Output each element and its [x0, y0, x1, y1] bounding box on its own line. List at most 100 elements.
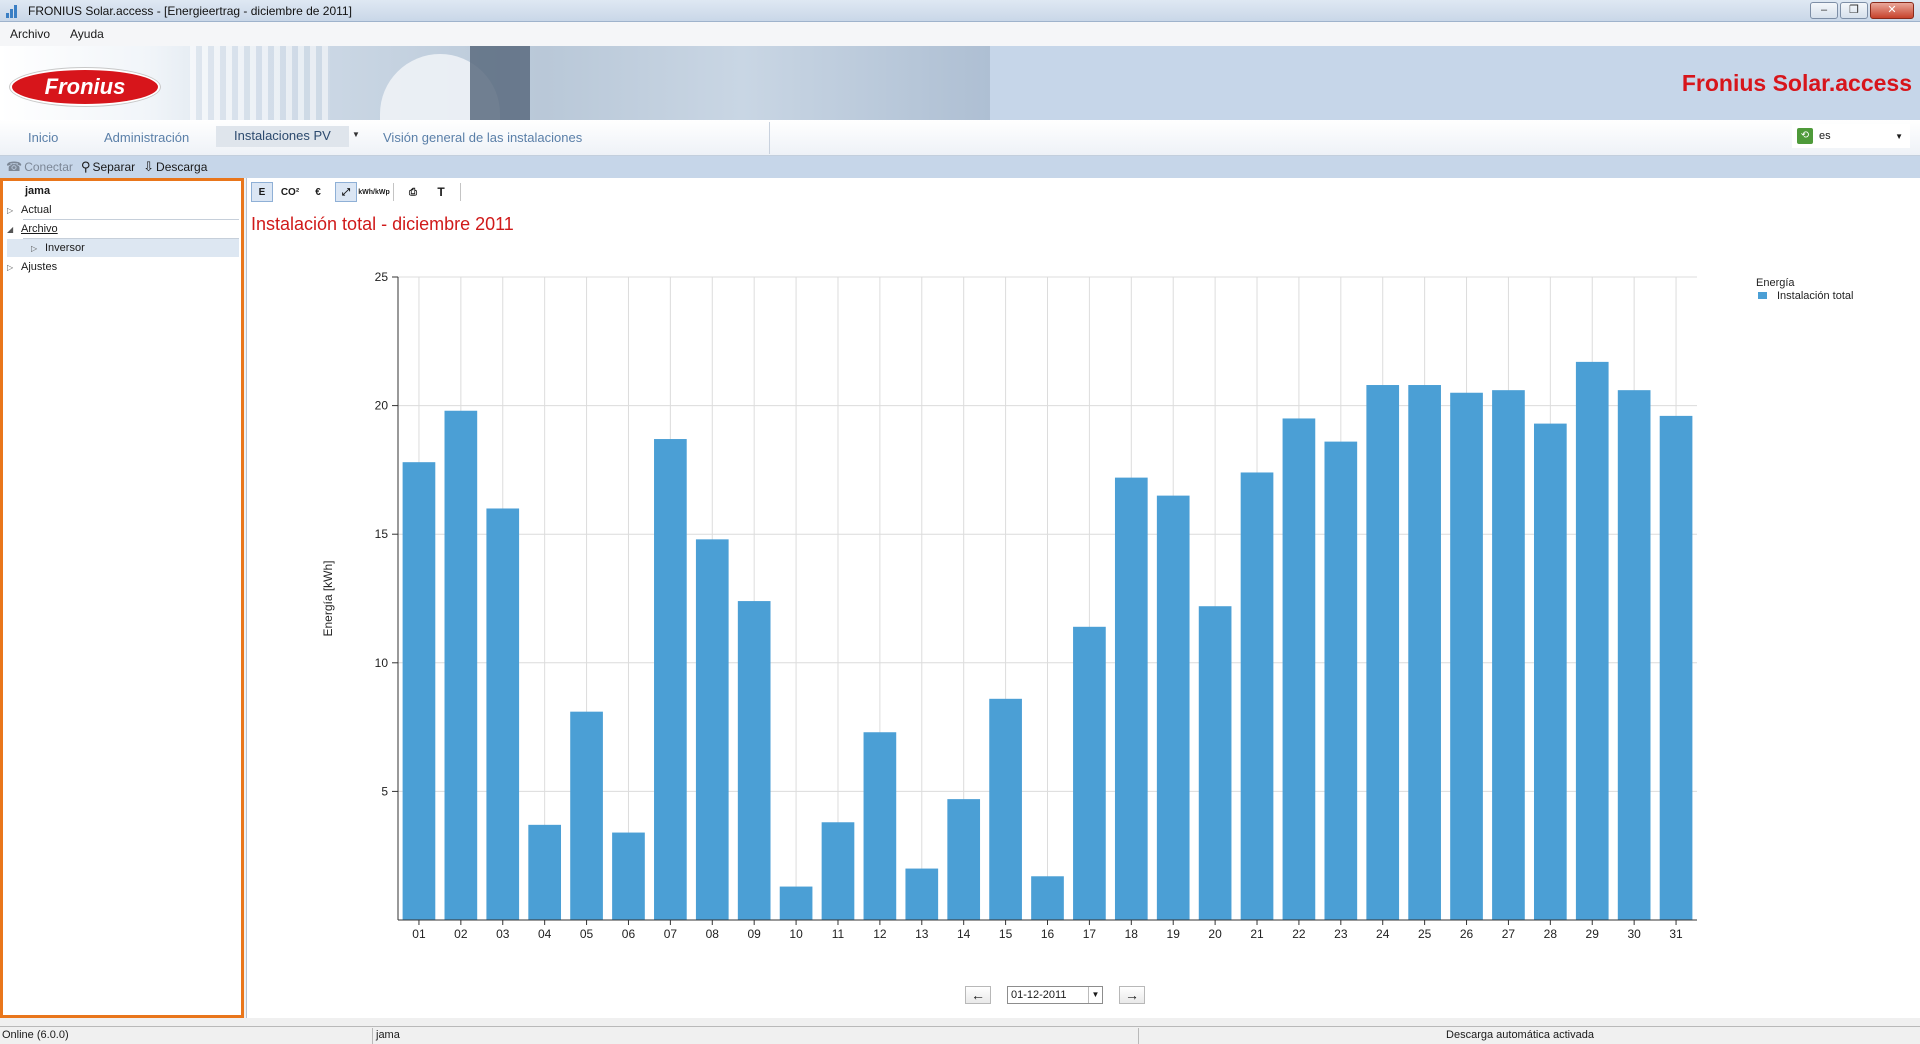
- x-tick-label: 29: [1586, 927, 1600, 941]
- download-icon: ⇩: [143, 159, 155, 174]
- x-tick-label: 04: [538, 927, 552, 941]
- tab-instalaciones-pv[interactable]: Instalaciones PV: [216, 126, 349, 147]
- menu-bar: Archivo Ayuda: [0, 22, 1920, 46]
- bar-17: [1073, 626, 1106, 920]
- brand-title: Fronius Solar.access: [1681, 70, 1912, 96]
- collapse-icon[interactable]: ◢: [7, 224, 14, 234]
- menu-ayuda[interactable]: Ayuda: [70, 27, 104, 41]
- bar-21: [1240, 472, 1274, 920]
- bar-07: [654, 439, 687, 920]
- fronius-logo: Fronius: [10, 68, 160, 106]
- currency-view-button[interactable]: €: [315, 186, 321, 198]
- tree-item-inversor[interactable]: ▷ Inversor: [7, 239, 239, 257]
- bar-05: [570, 711, 603, 920]
- bar-03: [486, 508, 520, 920]
- chevron-down-icon[interactable]: ▼: [352, 130, 360, 139]
- chart-panel: E CO² € ⤢ kWh/kWp ⎙ T Instalación total …: [246, 178, 1920, 1018]
- print-icon[interactable]: ⎙: [409, 186, 417, 198]
- expand-icon[interactable]: ▷: [7, 262, 14, 272]
- banner: Fronius Fronius Solar.access: [0, 46, 1920, 120]
- x-tick-label: 09: [747, 927, 761, 941]
- date-select[interactable]: 01-12-2011 ▼: [1007, 986, 1103, 1004]
- phone-icon: ☎: [6, 159, 23, 174]
- energy-chart: 5 10 15 20 25 01 02 03 04 05 06 07 08 09 10 11 12 13 14 15 1…: [321, 270, 1853, 941]
- y-tick-label: 20: [375, 399, 389, 413]
- language-value: es: [1819, 130, 1831, 142]
- x-tick-label: 27: [1502, 927, 1516, 941]
- x-tick-label: 12: [873, 927, 887, 941]
- x-tick-label: 06: [622, 927, 636, 941]
- restore-button[interactable]: ❐: [1840, 2, 1868, 19]
- chart-toolbar: E CO² € ⤢ kWh/kWp ⎙ T: [251, 182, 463, 202]
- bar-26: [1450, 392, 1483, 920]
- tab-inicio[interactable]: Inicio: [28, 130, 59, 145]
- legend-entry: Instalación total: [1777, 290, 1853, 302]
- x-tick-label: 01: [412, 927, 426, 941]
- x-tick-label: 28: [1544, 927, 1558, 941]
- bar-01: [402, 462, 436, 920]
- language-icon: ⟲: [1797, 128, 1813, 144]
- bar-31: [1659, 415, 1693, 920]
- chevron-down-icon: ▼: [1895, 131, 1903, 141]
- connect-button[interactable]: ☎ Conectar: [6, 159, 73, 174]
- bar-23: [1324, 441, 1358, 920]
- next-month-button[interactable]: →: [1119, 986, 1145, 1004]
- x-tick-label: 18: [1125, 927, 1139, 941]
- zoom-icon[interactable]: ⤢: [335, 182, 357, 202]
- bar-04: [528, 824, 562, 920]
- status-connection: Online (6.0.0): [2, 1029, 69, 1041]
- disconnect-button[interactable]: ⚲ Separar: [80, 159, 136, 174]
- x-tick-label: 21: [1250, 927, 1264, 941]
- bar-12: [863, 732, 897, 920]
- bar-24: [1366, 385, 1400, 920]
- co2-view-button[interactable]: CO²: [280, 186, 300, 198]
- x-tick-label: 08: [706, 927, 720, 941]
- tree-item-ajustes[interactable]: ▷ Ajustes: [7, 261, 58, 273]
- x-tick-label: 22: [1292, 927, 1306, 941]
- y-tick-label: 15: [375, 527, 389, 541]
- app-icon: [6, 4, 20, 18]
- expand-icon[interactable]: ▷: [7, 205, 14, 215]
- x-tick-label: 15: [999, 927, 1013, 941]
- bar-08: [695, 539, 729, 920]
- legend-swatch: [1758, 292, 1767, 299]
- bar-02: [444, 410, 478, 920]
- tree-item-actual[interactable]: ▷ Actual: [7, 204, 52, 216]
- title-bar: FRONIUS Solar.access - [Energieertrag - …: [0, 0, 1920, 22]
- close-button[interactable]: ✕: [1870, 2, 1914, 19]
- disconnect-icon: ⚲: [80, 159, 91, 174]
- language-select[interactable]: ⟲ es ▼: [1792, 124, 1910, 148]
- bar-10: [779, 886, 813, 920]
- chevron-down-icon: ▼: [1088, 987, 1102, 1003]
- status-download: Descarga automática activada: [1446, 1029, 1594, 1041]
- bar-14: [947, 799, 981, 920]
- x-tick-label: 31: [1669, 927, 1683, 941]
- tab-vision-general[interactable]: Visión general de las instalaciones: [383, 130, 583, 145]
- x-tick-label: 11: [832, 927, 845, 941]
- x-tick-label: 14: [957, 927, 971, 941]
- action-bar: ☎ Conectar ⚲ Separar ⇩ Descarga: [0, 156, 1920, 178]
- previous-month-button[interactable]: ←: [965, 986, 991, 1004]
- bar-16: [1031, 876, 1064, 920]
- status-bar: Online (6.0.0) jama Descarga automática …: [0, 1026, 1920, 1044]
- tree-root[interactable]: jama: [25, 185, 51, 197]
- download-button[interactable]: ⇩ Descarga: [143, 159, 208, 174]
- tab-administracion[interactable]: Administración: [104, 130, 190, 145]
- bar-20: [1198, 606, 1232, 920]
- x-tick-label: 10: [789, 927, 803, 941]
- specific-yield-button[interactable]: kWh/kWp: [358, 188, 390, 196]
- minimize-button[interactable]: –: [1810, 2, 1838, 19]
- bar-13: [905, 868, 939, 920]
- chart-title: Instalación total - diciembre 2011: [251, 214, 514, 234]
- x-tick-label: 07: [664, 927, 678, 941]
- tree-panel: jama ▷ Actual ◢ Archivo ▷ Inversor ▷ Ajustes: [0, 178, 244, 1018]
- tree-item-archivo[interactable]: ◢ Archivo: [7, 223, 58, 235]
- y-axis-label: Energía [kWh]: [321, 560, 335, 636]
- table-view-button[interactable]: T: [437, 185, 445, 199]
- bar-11: [821, 822, 855, 920]
- expand-icon[interactable]: ▷: [31, 243, 38, 253]
- energy-view-button[interactable]: E: [251, 182, 273, 202]
- menu-archivo[interactable]: Archivo: [10, 27, 51, 41]
- x-tick-label: 16: [1041, 927, 1055, 941]
- bar-25: [1408, 385, 1441, 920]
